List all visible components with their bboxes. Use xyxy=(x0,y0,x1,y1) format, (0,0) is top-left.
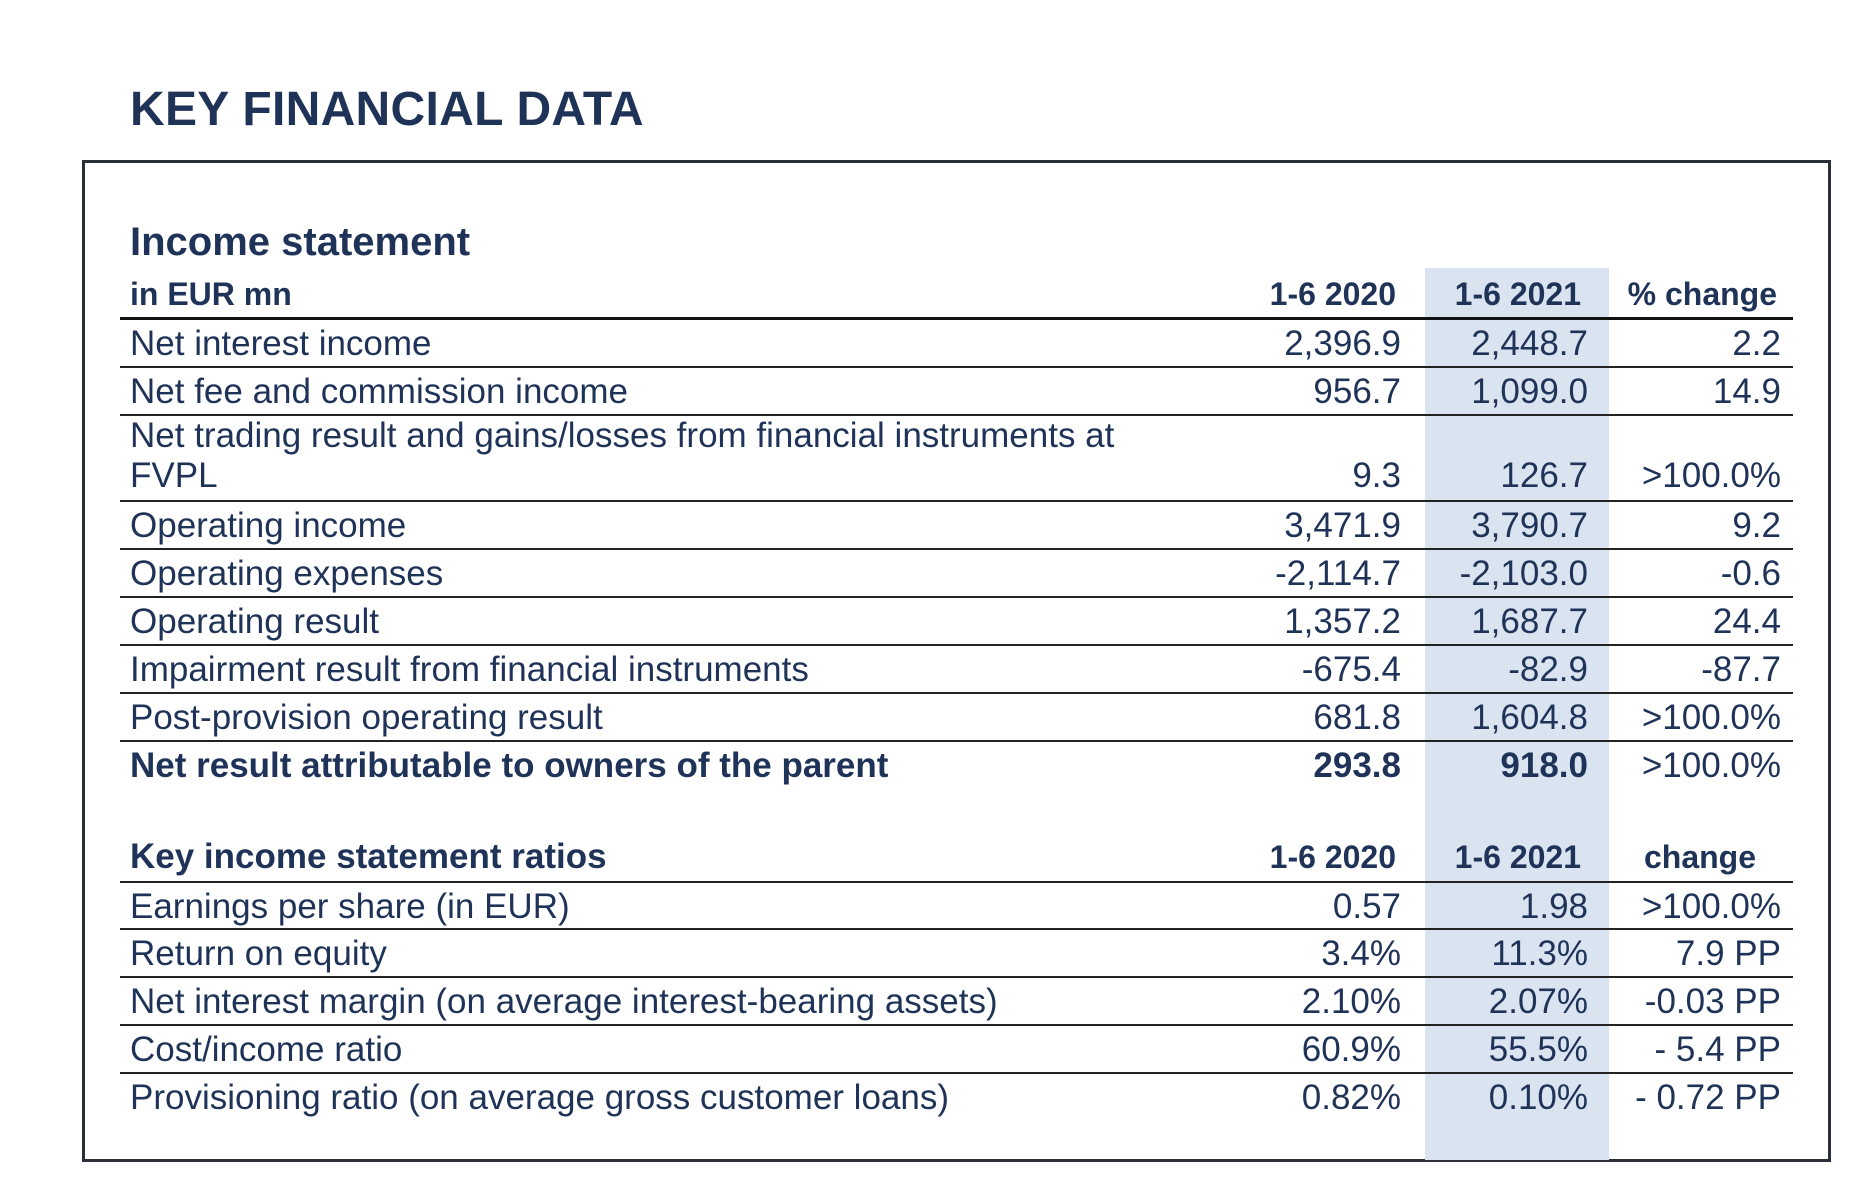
value-change: >100.0% xyxy=(1641,887,1781,926)
row-label: Earnings per share (in EUR) xyxy=(130,887,570,926)
table-frame xyxy=(82,160,1831,1162)
row-rule xyxy=(120,366,1793,368)
table-row: Net interest income 2,396.9 2,448.7 2.2 xyxy=(120,320,1793,368)
column-header-2020: 1-6 2020 xyxy=(1269,276,1396,312)
row-label: Post-provision operating result xyxy=(130,698,603,737)
value-2021: -82.9 xyxy=(1508,650,1588,689)
row-label: Cost/income ratio xyxy=(130,1030,403,1069)
value-2020: 60.9% xyxy=(1301,1030,1401,1069)
value-2020: 2.10% xyxy=(1301,982,1401,1021)
table-row: Operating expenses -2,114.7 -2,103.0 -0.… xyxy=(120,550,1793,598)
ratios-header: Key income statement ratios 1-6 2020 1-6… xyxy=(120,833,1793,881)
row-label: Operating expenses xyxy=(130,554,444,593)
value-2021: 3,790.7 xyxy=(1471,506,1588,545)
table-row: Post-provision operating result 681.8 1,… xyxy=(120,694,1793,742)
value-change: >100.0% xyxy=(1641,746,1781,785)
header-rule xyxy=(120,881,1793,883)
column-header-change: change xyxy=(1643,839,1756,875)
table-row: Earnings per share (in EUR) 0.57 1.98 >1… xyxy=(120,883,1793,931)
table-row: Net interest margin (on average interest… xyxy=(120,978,1793,1026)
row-label: Net interest income xyxy=(130,324,432,363)
value-2020: 1,357.2 xyxy=(1284,602,1401,641)
unit-label: in EUR mn xyxy=(130,276,292,312)
table-row: Provisioning ratio (on average gross cus… xyxy=(120,1074,1793,1122)
row-rule xyxy=(120,596,1793,598)
table-row-total: Net result attributable to owners of the… xyxy=(120,742,1793,790)
row-rule xyxy=(120,928,1793,930)
table-row: Operating income 3,471.9 3,790.7 9.2 xyxy=(120,502,1793,550)
row-label: Return on equity xyxy=(130,934,387,973)
value-2020: 2,396.9 xyxy=(1284,324,1401,363)
row-label: Net interest margin (on average interest… xyxy=(130,982,998,1021)
value-2021: 918.0 xyxy=(1500,746,1588,785)
header-rule xyxy=(120,317,1793,320)
row-label: Provisioning ratio (on average gross cus… xyxy=(130,1078,949,1117)
value-2021: 1,604.8 xyxy=(1471,698,1588,737)
page-title: KEY FINANCIAL DATA xyxy=(130,83,644,136)
column-header-2021: 1-6 2021 xyxy=(1454,839,1581,875)
value-change: -87.7 xyxy=(1701,650,1781,689)
row-rule xyxy=(120,548,1793,550)
value-2021: 2.07% xyxy=(1488,982,1588,1021)
column-header-2020: 1-6 2020 xyxy=(1269,839,1396,875)
row-rule xyxy=(120,644,1793,646)
value-2020: 956.7 xyxy=(1313,372,1401,411)
row-rule xyxy=(120,1024,1793,1026)
income-statement-header: in EUR mn 1-6 2020 1-6 2021 % change xyxy=(120,270,1793,318)
value-change: 24.4 xyxy=(1712,602,1781,641)
row-rule xyxy=(120,976,1793,978)
row-label: Impairment result from financial instrum… xyxy=(130,650,809,689)
table-row: Return on equity 3.4% 11.3% 7.9 PP xyxy=(120,930,1793,978)
value-change: - 5.4 PP xyxy=(1654,1030,1781,1069)
value-change: >100.0% xyxy=(1641,456,1781,495)
table-row: Net fee and commission income 956.7 1,09… xyxy=(120,368,1793,416)
value-2020: 681.8 xyxy=(1313,698,1401,737)
row-rule xyxy=(120,1072,1793,1074)
value-2020: -2,114.7 xyxy=(1275,554,1401,593)
row-label: Operating result xyxy=(130,602,380,641)
value-2020: 0.82% xyxy=(1301,1078,1401,1117)
value-2021: -2,103.0 xyxy=(1459,554,1588,593)
value-change: 14.9 xyxy=(1712,372,1781,411)
value-2021: 1.98 xyxy=(1519,887,1588,926)
value-change: 7.9 PP xyxy=(1675,934,1781,973)
highlight-column-2021 xyxy=(1425,268,1609,1160)
row-label: Net fee and commission income xyxy=(130,372,628,411)
table-row: Cost/income ratio 60.9% 55.5% - 5.4 PP xyxy=(120,1026,1793,1074)
row-rule xyxy=(120,414,1793,416)
value-2020: -675.4 xyxy=(1301,650,1401,689)
value-change: 2.2 xyxy=(1732,324,1781,363)
value-2020: 293.8 xyxy=(1313,746,1401,785)
value-change: -0.03 PP xyxy=(1644,982,1781,1021)
value-2020: 3,471.9 xyxy=(1284,506,1401,545)
column-header-change: % change xyxy=(1627,276,1777,312)
table-row: Impairment result from financial instrum… xyxy=(120,646,1793,694)
ratios-title: Key income statement ratios xyxy=(130,837,607,876)
value-change: >100.0% xyxy=(1641,698,1781,737)
value-2021: 55.5% xyxy=(1488,1030,1588,1069)
value-2021: 126.7 xyxy=(1500,456,1588,495)
value-2020: 9.3 xyxy=(1352,456,1401,495)
value-2021: 0.10% xyxy=(1488,1078,1588,1117)
table-row: Operating result 1,357.2 1,687.7 24.4 xyxy=(120,598,1793,646)
row-label: Operating income xyxy=(130,506,407,545)
value-change: - 0.72 PP xyxy=(1635,1078,1781,1117)
value-2021: 2,448.7 xyxy=(1471,324,1588,363)
row-label: Net result attributable to owners of the… xyxy=(130,746,889,785)
value-2021: 11.3% xyxy=(1491,934,1588,973)
value-change: -0.6 xyxy=(1720,554,1781,593)
row-rule xyxy=(120,500,1793,502)
income-statement-title: Income statement xyxy=(130,220,471,264)
column-header-2021: 1-6 2021 xyxy=(1454,276,1581,312)
value-2020: 0.57 xyxy=(1332,887,1401,926)
value-2021: 1,687.7 xyxy=(1471,602,1588,641)
value-2021: 1,099.0 xyxy=(1471,372,1588,411)
row-label: Net trading result and gains/losses from… xyxy=(130,416,1115,495)
row-rule xyxy=(120,740,1793,742)
row-rule xyxy=(120,692,1793,694)
value-change: 9.2 xyxy=(1732,506,1781,545)
table-row: Net trading result and gains/losses from… xyxy=(120,416,1793,500)
value-2020: 3.4% xyxy=(1321,934,1401,973)
